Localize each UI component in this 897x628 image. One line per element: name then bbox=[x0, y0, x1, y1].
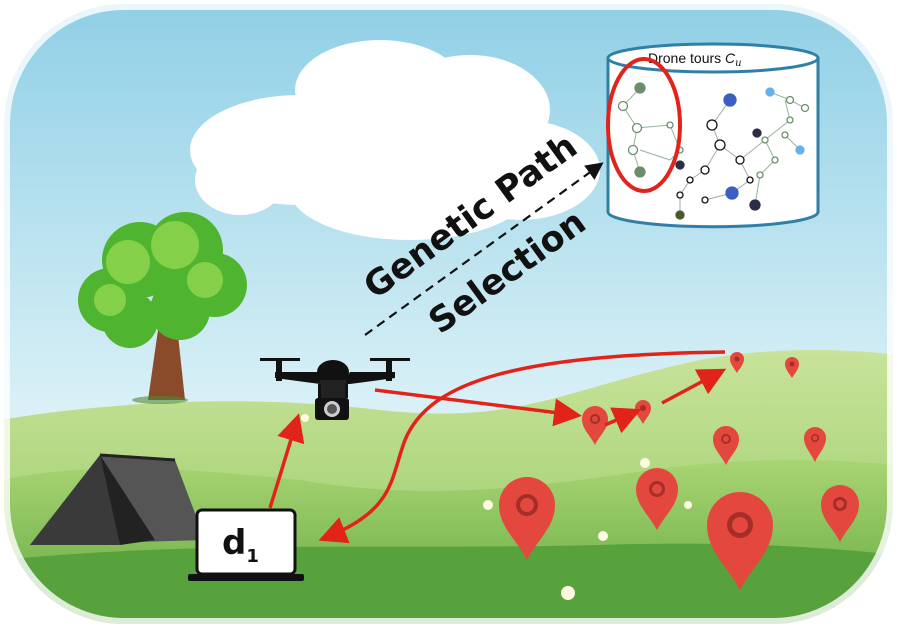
cloud-icon bbox=[190, 40, 600, 240]
location-pin-icon bbox=[730, 352, 744, 373]
flight-path bbox=[268, 350, 727, 544]
path-arrow-pin-to-far-pin bbox=[661, 368, 727, 405]
device-label-subscript: 1 bbox=[246, 546, 259, 567]
genetic-path-arrow bbox=[364, 162, 604, 336]
flower-icon bbox=[301, 414, 692, 600]
drone-icon bbox=[260, 358, 410, 420]
tent-icon bbox=[30, 453, 205, 545]
location-pin-icon bbox=[804, 427, 826, 462]
path-arrow-laptop-to-drone bbox=[268, 413, 305, 509]
location-pin-icon bbox=[635, 400, 651, 424]
location-pins bbox=[499, 352, 859, 590]
selected-tour-highlight bbox=[606, 57, 682, 193]
device-label: d1 bbox=[222, 523, 259, 567]
path-arrow-drone-to-pin bbox=[374, 388, 582, 427]
path-arrow-pin-to-pin bbox=[604, 407, 642, 434]
tour-graph-nodes bbox=[617, 82, 810, 220]
path-arrow-return bbox=[318, 350, 726, 544]
tree-icon bbox=[78, 212, 247, 404]
location-pin-icon bbox=[707, 492, 773, 590]
location-pin-icon bbox=[785, 357, 799, 378]
location-pin-icon bbox=[636, 468, 678, 530]
location-pin-icon bbox=[713, 426, 739, 465]
laptop-icon: d1 bbox=[188, 508, 304, 581]
location-pin-icon bbox=[499, 477, 555, 560]
location-pin-icon bbox=[582, 406, 608, 445]
location-pin-icon bbox=[821, 485, 859, 542]
database-icon: Drone tours Cu bbox=[606, 42, 820, 229]
database-title: Drone tours Cu bbox=[648, 50, 742, 69]
